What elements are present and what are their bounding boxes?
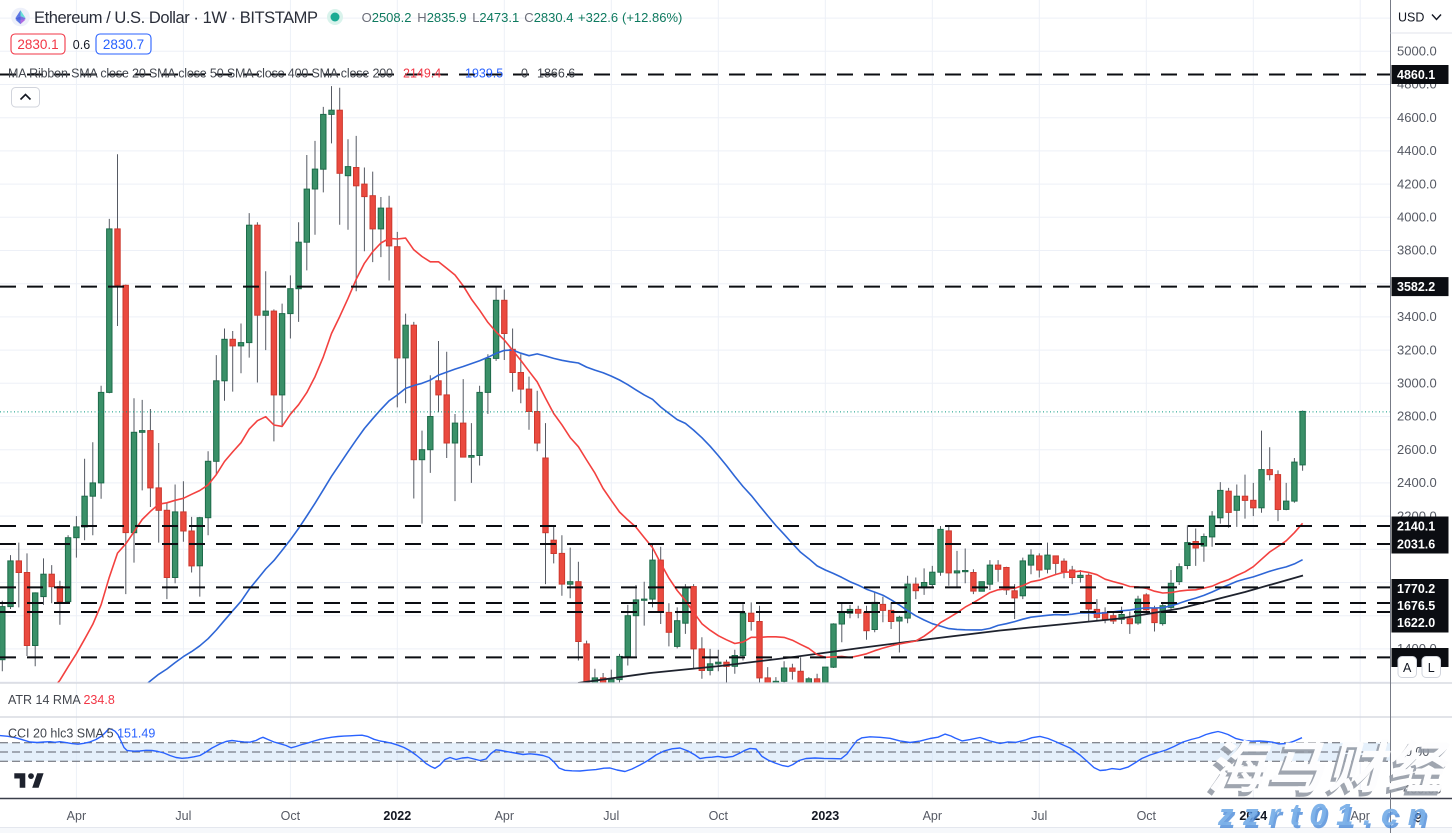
- svg-text:1676.5: 1676.5: [1397, 599, 1435, 613]
- svg-text:Ethereum / U.S. Dollar · 1W ·: Ethereum / U.S. Dollar · 1W · BITSTAMP: [34, 9, 318, 27]
- svg-text:Oct: Oct: [281, 809, 301, 823]
- svg-text:2031.6: 2031.6: [1397, 537, 1435, 551]
- svg-text:Oct: Oct: [1137, 809, 1157, 823]
- svg-text:3200.0: 3200.0: [1397, 342, 1437, 357]
- svg-text:2600.0: 2600.0: [1397, 442, 1437, 457]
- svg-text:3400.0: 3400.0: [1397, 309, 1437, 324]
- svg-text:4000.0: 4000.0: [1397, 210, 1437, 225]
- svg-text:4860.1: 4860.1: [1397, 68, 1435, 82]
- svg-text:4400.0: 4400.0: [1397, 143, 1437, 158]
- svg-text:Jul: Jul: [603, 809, 619, 823]
- svg-text:2400.0: 2400.0: [1397, 475, 1437, 490]
- svg-text:0.6: 0.6: [73, 38, 90, 52]
- svg-text:2022: 2022: [383, 809, 411, 823]
- svg-text:L: L: [1428, 661, 1435, 675]
- svg-text:Apr: Apr: [67, 809, 86, 823]
- svg-text:Apr: Apr: [495, 809, 514, 823]
- svg-text:2023: 2023: [811, 809, 839, 823]
- svg-text:1770.2: 1770.2: [1397, 582, 1435, 596]
- svg-text:2024: 2024: [1239, 809, 1267, 823]
- svg-text:zzrt01.cn: zzrt01.cn: [1219, 800, 1438, 833]
- svg-text:MA Ribbon SMA close 20 SMA clo: MA Ribbon SMA close 20 SMA close 50 SMA …: [8, 67, 575, 81]
- svg-text:2830.7: 2830.7: [103, 37, 144, 52]
- svg-text:3582.2: 3582.2: [1397, 280, 1435, 294]
- svg-text:zzrt01.cn: zzrt01.cn: [1217, 797, 1436, 832]
- svg-text:Apr: Apr: [923, 809, 942, 823]
- svg-text:Apr: Apr: [1350, 809, 1369, 823]
- svg-text:3000.0: 3000.0: [1397, 376, 1437, 391]
- svg-text:CCI 20 hlc3 SMA 5 151.49: CCI 20 hlc3 SMA 5 151.49: [8, 727, 155, 741]
- svg-text:A: A: [1403, 661, 1412, 675]
- svg-text:Jul: Jul: [1031, 809, 1047, 823]
- svg-text:1622.0: 1622.0: [1397, 616, 1435, 630]
- svg-text:Jul: Jul: [175, 809, 191, 823]
- svg-text:ATR 14 RMA 234.8: ATR 14 RMA 234.8: [8, 693, 115, 707]
- svg-text:2800.0: 2800.0: [1397, 409, 1437, 424]
- svg-text:Oct: Oct: [709, 809, 729, 823]
- svg-text:5000.0: 5000.0: [1397, 44, 1437, 59]
- svg-text:3800.0: 3800.0: [1397, 243, 1437, 258]
- svg-text:USD: USD: [1398, 11, 1424, 25]
- svg-text:2140.1: 2140.1: [1397, 519, 1435, 533]
- svg-text:2830.1: 2830.1: [17, 37, 58, 52]
- svg-text:4200.0: 4200.0: [1397, 176, 1437, 191]
- svg-text:4600.0: 4600.0: [1397, 110, 1437, 125]
